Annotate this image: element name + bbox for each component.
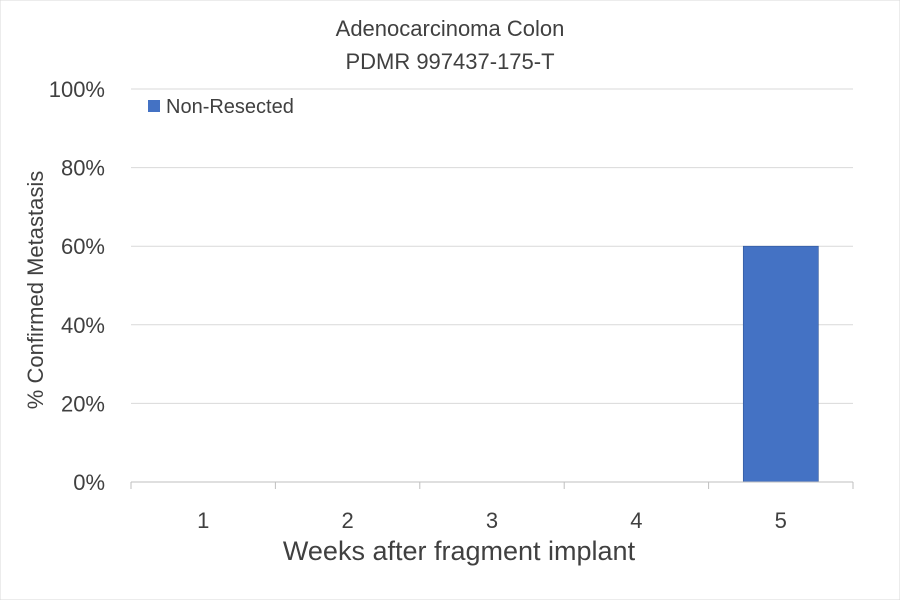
x-tick-label: 5 [775, 508, 787, 533]
legend-swatch [148, 100, 160, 112]
gridlines [131, 88, 853, 404]
x-tick-label: 3 [486, 508, 498, 533]
y-tick-label: 20% [61, 391, 105, 416]
legend-label: Non-Resected [166, 96, 294, 118]
y-tick-label: 40% [61, 313, 105, 338]
legend: Non-Resected [148, 96, 294, 118]
x-tick-label: 1 [197, 508, 209, 533]
bars [742, 245, 819, 483]
x-axis-label: Weeks after fragment implant [283, 536, 636, 566]
chart-subtitle: PDMR 997437-175-T [345, 49, 554, 74]
y-axis-tick-labels: 0% 20% 40% 60% 80% 100% [49, 77, 105, 495]
y-tick-label: 80% [61, 156, 105, 181]
y-tick-label: 100% [49, 77, 105, 102]
y-tick-label: 60% [61, 234, 105, 259]
y-axis-label: % Confirmed Metastasis [23, 171, 48, 409]
x-axis: 1 2 3 4 5 [130, 481, 854, 533]
x-tick-label: 4 [630, 508, 642, 533]
y-tick-label: 0% [73, 470, 105, 495]
bar [742, 245, 819, 483]
x-tick-label: 2 [341, 508, 353, 533]
chart-title: Adenocarcinoma Colon [336, 16, 565, 41]
